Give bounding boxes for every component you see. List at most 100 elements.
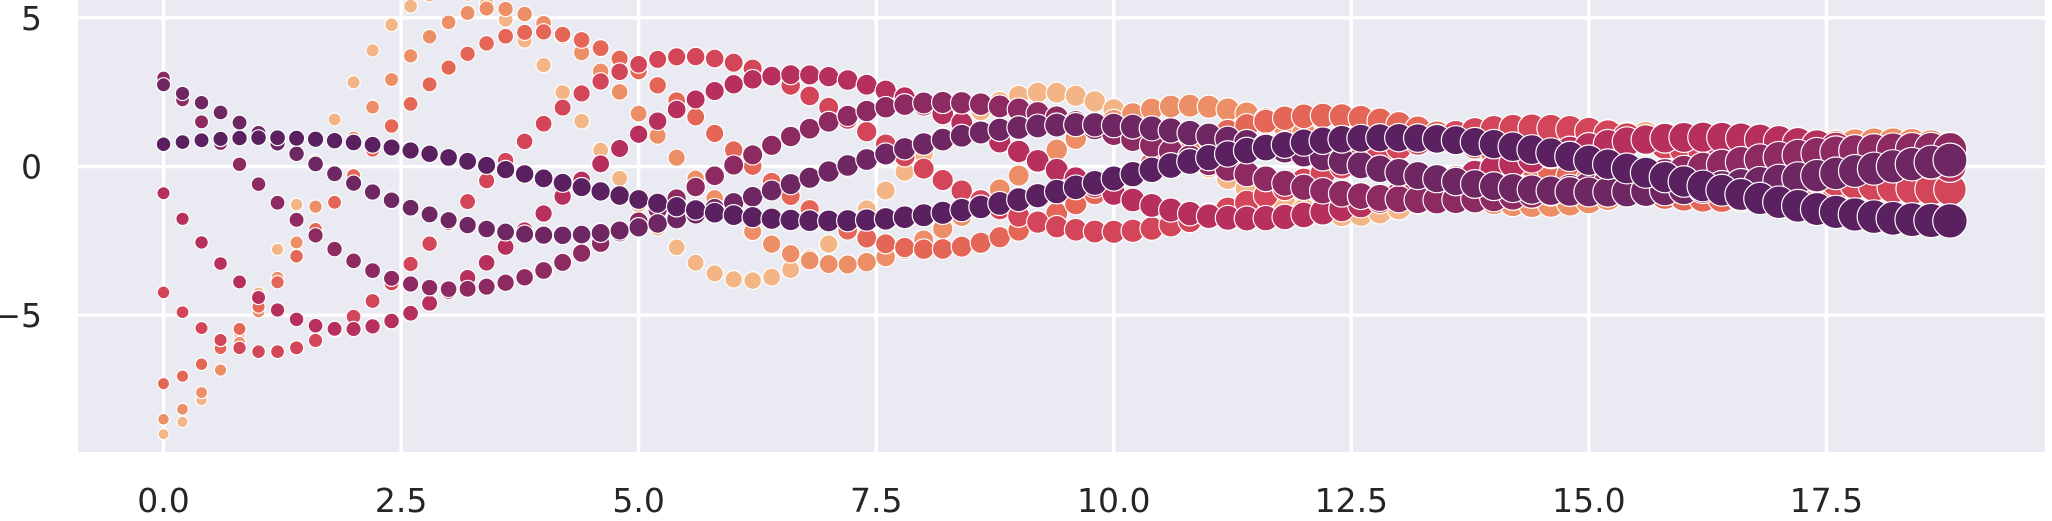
data-point-s7-27 xyxy=(665,195,688,218)
data-point-s7-13 xyxy=(401,141,420,160)
data-point-s7-7 xyxy=(287,129,306,147)
x-tick-label-7: 17.5 xyxy=(1790,481,1863,520)
data-point-s5-19 xyxy=(515,267,535,287)
x-tick-label-1: 2.5 xyxy=(375,481,427,520)
data-point-s3-3 xyxy=(213,332,228,348)
data-point-s4-37 xyxy=(855,73,878,96)
data-point-s7-94 xyxy=(1932,203,1968,239)
data-point-s4-14 xyxy=(420,294,439,312)
data-point-s7-11 xyxy=(363,135,382,154)
data-point-s5-7 xyxy=(288,211,305,229)
data-point-s4-0 xyxy=(156,186,171,201)
data-point-s0-9 xyxy=(327,112,342,127)
data-point-s6-10 xyxy=(344,174,363,192)
data-point-s7-32 xyxy=(760,207,783,231)
data-point-s5-13 xyxy=(401,275,420,293)
y-tick-label-2: −5 xyxy=(0,296,42,335)
data-point-s1-0 xyxy=(157,412,170,426)
data-point-s6-94 xyxy=(1932,142,1968,178)
data-point-s2-40 xyxy=(912,238,935,261)
data-point-s2-15 xyxy=(440,59,457,76)
data-point-s0-29 xyxy=(705,264,724,283)
data-point-s3-2 xyxy=(194,320,209,336)
data-point-s0-38 xyxy=(875,180,896,201)
x-tick-label-6: 15.0 xyxy=(1552,481,1625,520)
data-point-s6-17 xyxy=(477,219,497,239)
data-point-s2-20 xyxy=(534,23,553,41)
data-point-s2-1 xyxy=(175,369,190,383)
data-point-s7-20 xyxy=(533,168,554,189)
data-point-s1-35 xyxy=(818,253,839,275)
data-point-s0-16 xyxy=(462,0,473,3)
data-point-s5-31 xyxy=(741,144,764,166)
x-tick-label-3: 7.5 xyxy=(850,481,902,520)
data-point-s7-17 xyxy=(476,155,497,176)
y-axis-tick-labels: 5 0 −5 xyxy=(0,0,42,335)
data-point-s7-22 xyxy=(571,176,592,198)
data-point-s4-33 xyxy=(780,64,802,86)
data-point-s2-4 xyxy=(232,321,247,337)
data-point-s7-0 xyxy=(155,136,172,153)
data-point-s2-26 xyxy=(648,75,668,95)
data-point-s5-22 xyxy=(571,243,592,263)
data-point-s0-6 xyxy=(270,242,285,257)
data-point-s1-36 xyxy=(837,254,858,275)
data-point-s3-41 xyxy=(931,168,954,192)
data-point-s1-37 xyxy=(856,251,878,273)
data-point-s2-18 xyxy=(497,27,515,45)
data-point-s4-9 xyxy=(326,320,343,337)
data-point-s5-8 xyxy=(307,227,324,244)
data-point-s7-4 xyxy=(231,129,248,147)
data-point-s1-2 xyxy=(194,385,209,400)
data-point-s7-26 xyxy=(646,192,669,214)
data-point-s3-22 xyxy=(572,84,591,103)
data-point-s2-29 xyxy=(704,123,725,144)
data-point-s7-16 xyxy=(457,151,478,171)
data-point-s3-26 xyxy=(647,49,668,70)
data-point-s2-39 xyxy=(893,236,916,259)
data-point-s5-35 xyxy=(817,110,840,133)
data-point-s0-1 xyxy=(176,415,189,429)
data-point-s4-11 xyxy=(364,318,381,335)
data-point-s5-15 xyxy=(439,280,458,299)
data-point-s6-11 xyxy=(363,183,382,201)
data-point-s1-3 xyxy=(213,363,228,377)
data-point-s2-41 xyxy=(931,237,954,260)
data-point-s3-40 xyxy=(912,157,935,180)
data-point-s6-31 xyxy=(741,185,764,208)
data-point-s5-18 xyxy=(496,273,515,293)
data-point-s5-2 xyxy=(193,114,210,130)
data-point-s5-28 xyxy=(685,176,707,198)
data-point-s3-24 xyxy=(610,62,630,82)
data-point-s3-30 xyxy=(723,52,744,73)
data-point-s4-24 xyxy=(609,138,630,159)
data-point-s6-1 xyxy=(174,85,191,102)
data-point-s3-5 xyxy=(251,344,267,360)
data-point-s7-10 xyxy=(344,133,363,152)
data-point-s7-2 xyxy=(193,132,210,149)
data-point-s6-33 xyxy=(779,172,802,196)
data-point-s0-13 xyxy=(403,0,419,14)
data-point-s4-3 xyxy=(213,256,229,272)
data-point-s2-38 xyxy=(875,233,897,255)
data-point-s0-7 xyxy=(289,197,304,212)
data-point-s5-33 xyxy=(779,125,802,148)
data-point-s7-19 xyxy=(514,164,535,184)
data-point-s6-2 xyxy=(193,94,210,111)
data-point-s0-27 xyxy=(667,238,686,257)
data-point-s2-23 xyxy=(591,39,610,58)
data-point-s5-17 xyxy=(477,277,496,296)
data-point-s7-14 xyxy=(420,144,439,164)
data-point-s7-21 xyxy=(552,172,573,193)
data-point-s6-7 xyxy=(288,145,305,163)
data-point-s1-19 xyxy=(516,5,534,23)
data-point-s1-1 xyxy=(175,402,190,416)
data-point-s3-11 xyxy=(364,292,381,310)
data-point-s4-34 xyxy=(798,64,821,86)
data-point-s2-42 xyxy=(950,235,973,258)
data-point-s0-28 xyxy=(686,253,705,272)
data-point-s2-28 xyxy=(686,107,706,127)
data-point-s7-8 xyxy=(306,130,325,148)
